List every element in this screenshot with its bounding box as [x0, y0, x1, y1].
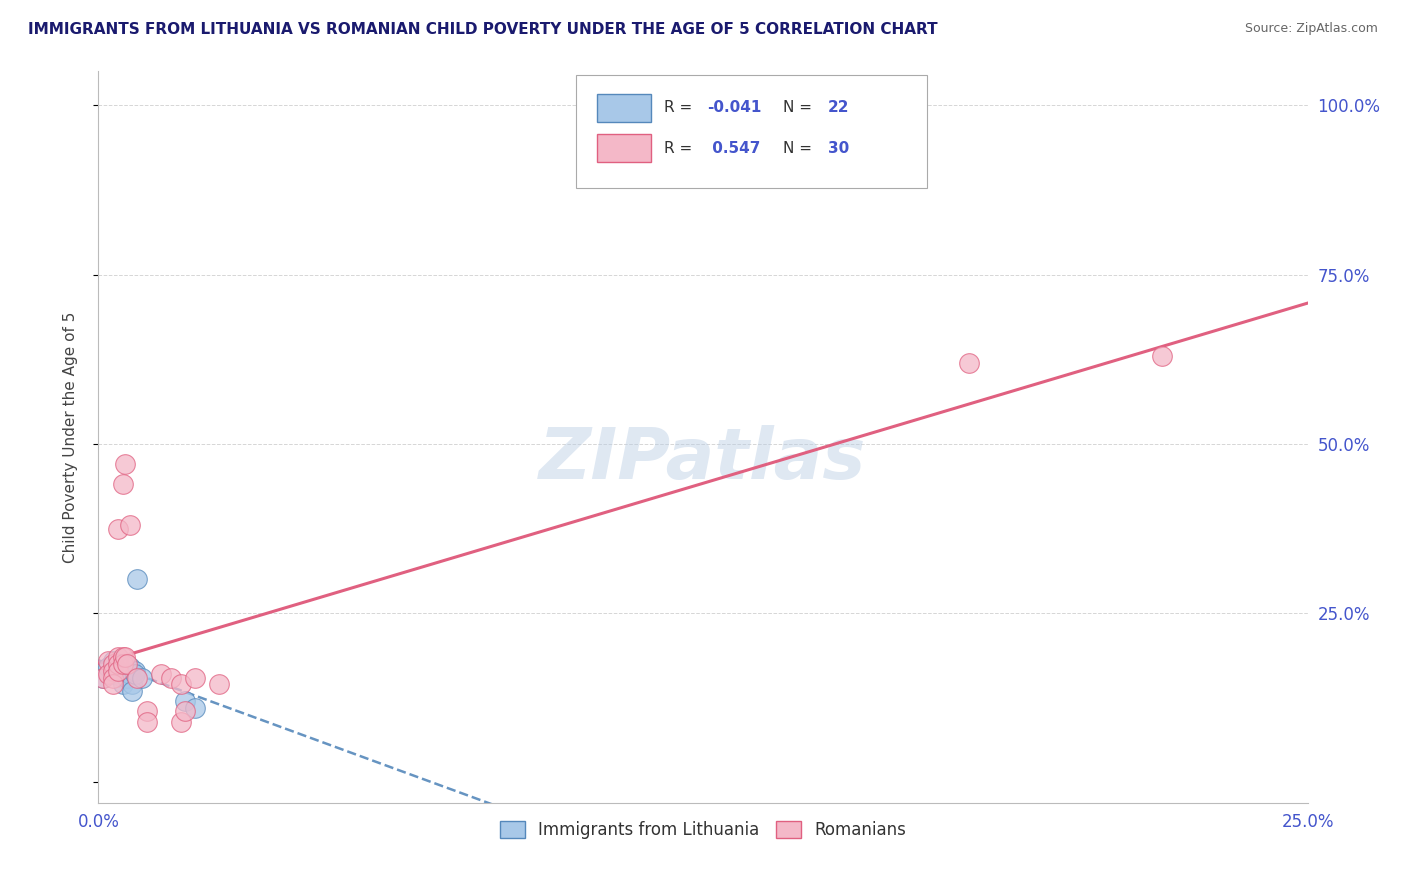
- Legend: Immigrants from Lithuania, Romanians: Immigrants from Lithuania, Romanians: [494, 814, 912, 846]
- Point: [184, 701, 207, 715]
- Point: [107, 521, 129, 535]
- Point: [107, 657, 129, 671]
- Point: [114, 664, 136, 678]
- Point: [107, 650, 129, 665]
- Point: [101, 657, 124, 671]
- Point: [124, 664, 146, 678]
- Text: ZIPatlas: ZIPatlas: [540, 425, 866, 493]
- Point: [111, 660, 134, 674]
- FancyBboxPatch shape: [576, 75, 927, 188]
- Text: 22: 22: [828, 101, 849, 115]
- Point: [111, 671, 134, 685]
- Text: R =: R =: [664, 101, 697, 115]
- Point: [135, 705, 157, 719]
- Point: [91, 671, 114, 685]
- Point: [114, 657, 136, 671]
- Point: [111, 677, 134, 691]
- Text: IMMIGRANTS FROM LITHUANIA VS ROMANIAN CHILD POVERTY UNDER THE AGE OF 5 CORRELATI: IMMIGRANTS FROM LITHUANIA VS ROMANIAN CH…: [28, 22, 938, 37]
- Point: [124, 667, 146, 681]
- Point: [1152, 349, 1174, 363]
- Text: N =: N =: [783, 101, 817, 115]
- Point: [91, 671, 114, 685]
- Text: -0.041: -0.041: [707, 101, 761, 115]
- Point: [114, 650, 136, 665]
- Text: R =: R =: [664, 141, 697, 156]
- Point: [127, 572, 149, 586]
- Point: [208, 677, 231, 691]
- Point: [150, 667, 173, 681]
- Point: [118, 660, 141, 674]
- Point: [127, 671, 149, 685]
- Point: [101, 677, 124, 691]
- Point: [121, 677, 143, 691]
- Point: [118, 667, 141, 681]
- Point: [97, 654, 120, 668]
- Point: [117, 657, 139, 671]
- Point: [101, 654, 124, 668]
- Point: [101, 671, 124, 685]
- Point: [97, 660, 120, 674]
- Point: [184, 671, 207, 685]
- Text: 0.547: 0.547: [707, 141, 761, 156]
- Point: [107, 664, 129, 678]
- Point: [111, 650, 134, 665]
- Point: [97, 667, 120, 681]
- Point: [111, 657, 134, 671]
- Point: [101, 667, 124, 681]
- FancyBboxPatch shape: [596, 135, 651, 162]
- Y-axis label: Child Poverty Under the Age of 5: Child Poverty Under the Age of 5: [63, 311, 77, 563]
- Point: [131, 671, 153, 685]
- Point: [169, 677, 191, 691]
- Point: [101, 664, 124, 678]
- Point: [117, 671, 139, 685]
- Point: [169, 714, 191, 729]
- Point: [160, 671, 183, 685]
- Point: [114, 457, 136, 471]
- Point: [118, 518, 141, 533]
- FancyBboxPatch shape: [596, 94, 651, 122]
- Point: [174, 705, 197, 719]
- Point: [174, 694, 197, 708]
- Point: [107, 664, 129, 678]
- Text: Source: ZipAtlas.com: Source: ZipAtlas.com: [1244, 22, 1378, 36]
- Point: [107, 657, 129, 671]
- Point: [135, 714, 157, 729]
- Point: [957, 355, 980, 369]
- Point: [121, 684, 143, 698]
- Text: N =: N =: [783, 141, 817, 156]
- Text: 30: 30: [828, 141, 849, 156]
- Point: [111, 477, 134, 491]
